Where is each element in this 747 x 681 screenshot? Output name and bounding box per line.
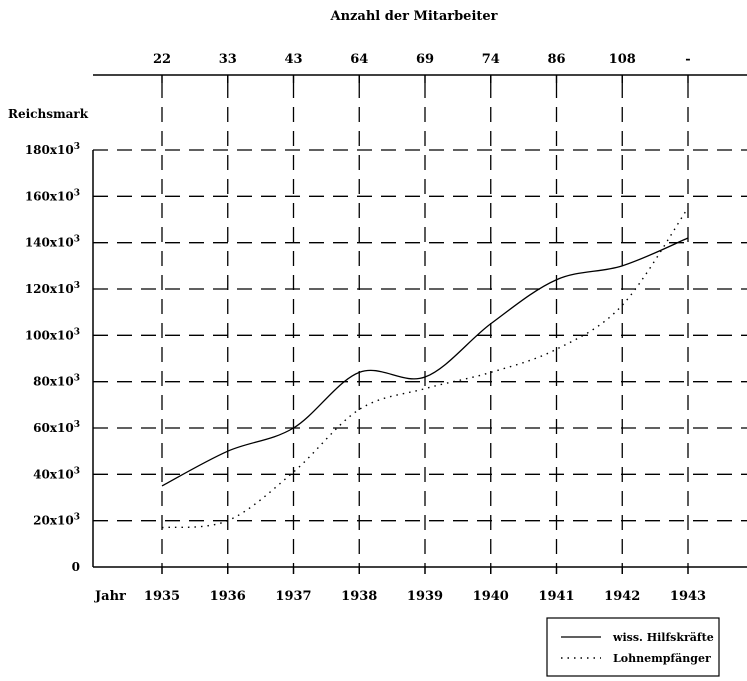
top-axis-label-0: 22 — [153, 52, 171, 67]
top-axis-label-5: 74 — [482, 52, 500, 67]
y-tick-label-0: 0 — [72, 560, 80, 574]
series-line-1 — [161, 207, 689, 529]
top-axis-label-1: 33 — [219, 52, 237, 67]
y-tick-label-6: 120x103 — [25, 281, 80, 296]
x-tick-label-8: 1943 — [670, 589, 706, 604]
x-tick-label-4: 1939 — [407, 589, 443, 604]
legend-label-1: Lohnempfänger — [613, 652, 711, 665]
y-tick-label-5: 100x103 — [25, 327, 80, 342]
x-axis-label: Jahr — [94, 589, 126, 604]
series-line-0 — [161, 237, 689, 487]
top-axis-label-7: 108 — [609, 52, 636, 67]
y-tick-label-1: 20x103 — [33, 513, 80, 528]
series-group — [161, 207, 689, 529]
y-tick-label-3: 60x103 — [33, 420, 80, 435]
y-tick-label-7: 140x103 — [25, 235, 80, 250]
x-tick-label-7: 1942 — [604, 589, 640, 604]
legend-label-0: wiss. Hilfskräfte — [612, 631, 714, 644]
legend: wiss. Hilfskräfte Lohnempfänger — [546, 617, 720, 677]
top-axis-label-8: - — [685, 52, 690, 67]
x-tick-label-1: 1936 — [210, 589, 246, 604]
y-tick-label-4: 80x103 — [33, 374, 80, 389]
chart-title: Anzahl der Mitarbeiter — [329, 9, 497, 24]
y-tick-label-2: 40x103 — [33, 466, 80, 481]
x-tick-label-0: 1935 — [144, 589, 180, 604]
y-axis-label: Reichsmark — [8, 107, 89, 121]
grid — [93, 83, 747, 567]
y-axis-ticks: 0 20x103 40x103 60x103 80x103 100x103 120x103 1… — [25, 142, 94, 574]
top-axis-label-6: 86 — [547, 52, 565, 67]
top-axis-label-3: 64 — [350, 52, 368, 67]
top-axis: 22 33 43 64 69 74 86 108 - — [93, 52, 747, 83]
top-axis-label-2: 43 — [284, 52, 302, 67]
x-tick-label-6: 1941 — [538, 589, 574, 604]
top-axis-label-4: 69 — [416, 52, 434, 67]
y-tick-label-9: 180x103 — [25, 142, 80, 157]
x-tick-label-3: 1938 — [341, 589, 377, 604]
legend-box — [546, 617, 720, 677]
y-tick-label-8: 160x103 — [25, 188, 80, 203]
x-axis: 1935 1936 1937 1938 1939 1940 1941 1942 1943 — [93, 566, 747, 604]
x-tick-label-5: 1940 — [473, 589, 509, 604]
x-tick-label-2: 1937 — [275, 589, 311, 604]
